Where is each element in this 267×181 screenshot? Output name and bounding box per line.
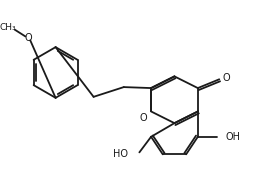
Text: HO: HO	[113, 149, 128, 159]
Text: O: O	[222, 73, 230, 83]
Text: OH: OH	[225, 132, 240, 142]
Text: O: O	[139, 113, 147, 123]
Text: CH₃: CH₃	[0, 23, 16, 32]
Text: O: O	[25, 33, 32, 43]
